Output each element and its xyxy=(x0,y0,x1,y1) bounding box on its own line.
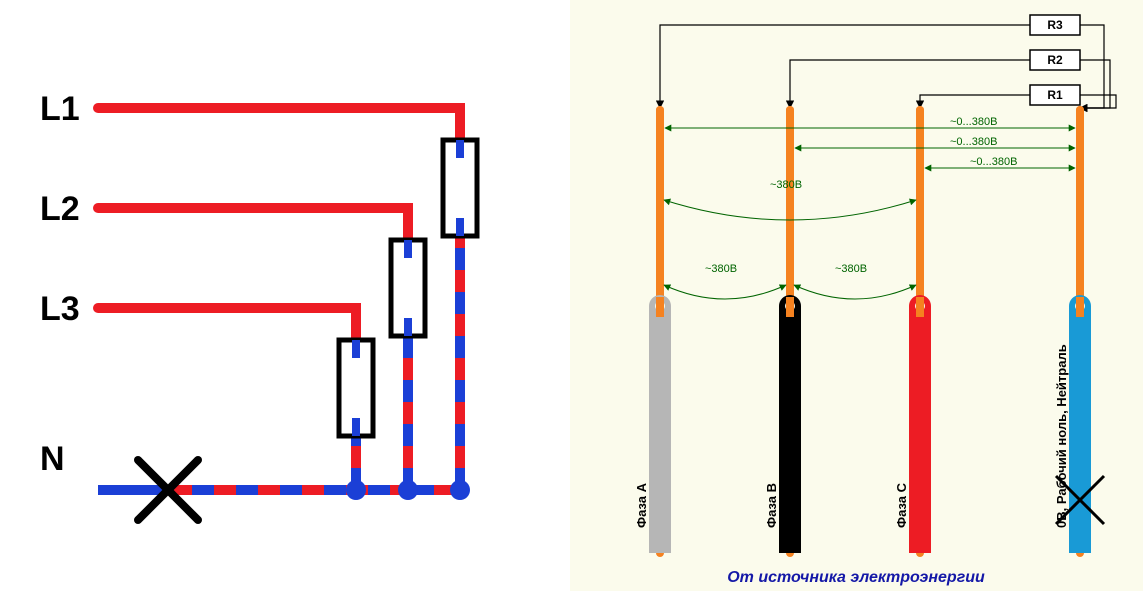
resistor-label: R2 xyxy=(1047,53,1063,67)
line-label: L1 xyxy=(40,90,80,128)
wire-tip xyxy=(1076,106,1084,114)
voltage-label: ~0...380В xyxy=(950,116,997,128)
wire-label: 0В, Рабочий ноль, Нейтраль xyxy=(1054,344,1069,528)
junction-dot xyxy=(398,480,418,500)
diagram-container: L1 L2 L3 N R3 R2 R1 Фаза А Фаза В Фаза С 0В, Рабо… xyxy=(0,0,1143,591)
voltage-label: ~0...380В xyxy=(970,156,1017,168)
wire-label: Фаза С xyxy=(894,482,909,528)
resistor-label: R3 xyxy=(1047,18,1063,32)
line-label: N xyxy=(40,440,65,478)
right-wiring-svg: R3 R2 R1 Фаза А Фаза В Фаза С 0В, Рабочий ноль… xyxy=(570,0,1143,591)
wire-tip xyxy=(786,106,794,114)
voltage-label: ~380В xyxy=(705,263,737,275)
wire-label: Фаза В xyxy=(764,483,779,528)
caption: От источника электроэнергии xyxy=(727,569,985,586)
junction-dot xyxy=(450,480,470,500)
voltage-label: ~380В xyxy=(770,179,802,191)
line-label: L3 xyxy=(40,290,80,328)
left-schematic-svg: L1 L2 L3 N xyxy=(0,0,570,591)
voltage-label: ~0...380В xyxy=(950,136,997,148)
wire-label: Фаза А xyxy=(634,482,649,528)
voltage-label: ~380В xyxy=(835,263,867,275)
junction-dot xyxy=(346,480,366,500)
wire-tip xyxy=(916,106,924,114)
right-wiring-panel: R3 R2 R1 Фаза А Фаза В Фаза С 0В, Рабочий ноль… xyxy=(570,0,1143,591)
resistor-label: R1 xyxy=(1047,88,1063,102)
line-label: L2 xyxy=(40,190,80,228)
left-schematic-panel: L1 L2 L3 N xyxy=(0,0,570,591)
wire-tip xyxy=(656,106,664,114)
